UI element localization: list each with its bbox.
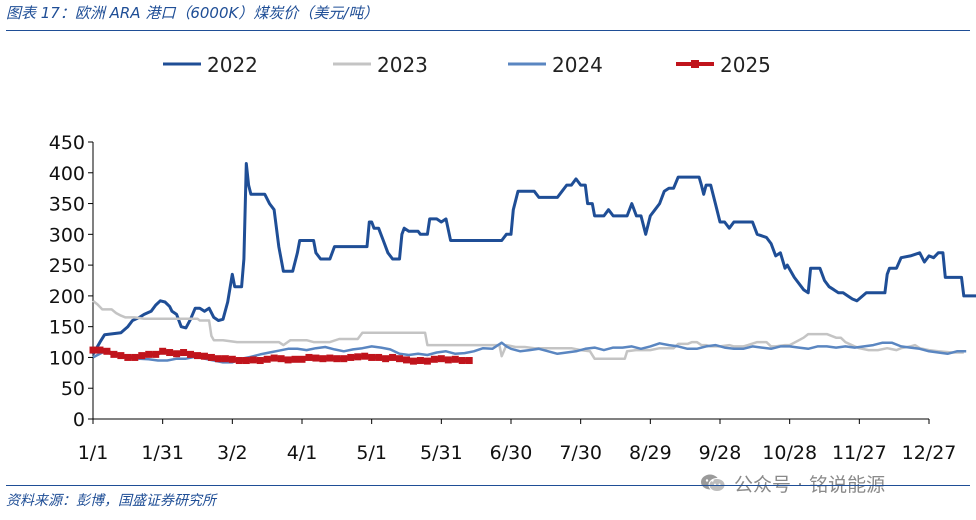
series-point-2025 [298, 355, 306, 363]
x-tick-label: 6/30 [490, 442, 533, 464]
series-line-2022 [91, 162, 976, 356]
x-tick-label: 1/1 [78, 442, 109, 464]
x-tick-label: 8/29 [629, 442, 672, 464]
series-point-2025 [284, 356, 292, 364]
y-axis: 0 50 100 150 200 250 300 350 400 450 [49, 132, 94, 431]
x-tick-label: 7/30 [559, 442, 602, 464]
series-point-2025 [159, 347, 167, 355]
series-point-2025 [444, 356, 452, 364]
series-point-2025 [305, 353, 313, 361]
series-layer [89, 162, 976, 365]
series-point-2025 [96, 346, 104, 354]
x-tick-label: 4/1 [287, 442, 318, 464]
series-point-2025 [103, 347, 111, 355]
series-point-2025 [326, 354, 334, 362]
top-rule [6, 30, 970, 31]
bottom-rule [6, 485, 970, 486]
series-point-2025 [354, 353, 362, 361]
legend-label-2025: 2025 [720, 53, 771, 77]
x-tick-label: 5/31 [420, 442, 463, 464]
y-tick-label: 450 [49, 132, 85, 154]
series-point-2025 [333, 355, 341, 363]
y-tick-label: 300 [49, 224, 85, 246]
series-point-2025 [256, 357, 264, 365]
y-tick-label: 400 [49, 163, 85, 185]
series-point-2025 [263, 355, 271, 363]
series-point-2025 [319, 355, 327, 363]
series-point-2025 [403, 356, 410, 364]
series-point-2025 [416, 357, 424, 365]
series-point-2025 [187, 350, 195, 358]
series-point-2025 [396, 355, 404, 363]
y-tick-label: 50 [61, 378, 85, 400]
wechat-icon [701, 474, 726, 492]
series-point-2025 [207, 353, 215, 361]
series-point-2025 [124, 353, 132, 361]
legend-marker-2025 [691, 60, 699, 68]
series-point-2025 [340, 355, 348, 363]
source-note: 资料来源：彭博，国盛证券研究所 [6, 493, 216, 509]
series-point-2025 [409, 357, 417, 365]
x-tick-label: 11/27 [832, 442, 887, 464]
y-tick-label: 150 [49, 317, 85, 339]
series-point-2025 [361, 352, 369, 360]
legend: 2022 2023 2024 2025 [163, 53, 771, 77]
series-point-2025 [89, 346, 97, 354]
watermark: 公众号 · 铭说能源 [700, 468, 885, 498]
series-point-2025 [249, 356, 257, 364]
series-point-2025 [451, 355, 459, 363]
legend-label-2024: 2024 [552, 53, 603, 77]
series-point-2025 [382, 355, 390, 363]
x-tick-label: 5/1 [356, 442, 387, 464]
series-point-2025 [347, 353, 355, 361]
series-point-2025 [312, 354, 320, 362]
series-point-2025 [200, 352, 208, 360]
legend-label-2023: 2023 [377, 53, 428, 77]
series-point-2025 [277, 355, 285, 363]
series-point-2025 [389, 353, 397, 361]
series-point-2025 [242, 357, 250, 365]
series-point-2025 [423, 357, 431, 365]
series-point-2025 [117, 352, 125, 360]
series-point-2025 [131, 353, 139, 361]
series-point-2025 [228, 355, 236, 363]
series-point-2025 [221, 355, 229, 363]
y-tick-label: 250 [49, 255, 85, 277]
chart-title: 图表 17：欧洲 ARA 港口（6000K）煤炭价（美元/吨） [6, 4, 379, 22]
series-point-2025 [375, 353, 383, 361]
x-tick-label: 3/2 [217, 442, 248, 464]
y-tick-label: 0 [73, 409, 85, 431]
series-point-2025 [180, 349, 188, 357]
series-point-2025 [291, 355, 299, 363]
series-point-2025 [437, 355, 445, 363]
series-point-2025 [430, 355, 438, 363]
series-point-2025 [194, 352, 201, 360]
legend-label-2022: 2022 [207, 53, 258, 77]
series-point-2025 [368, 353, 376, 361]
series-point-2025 [173, 350, 181, 358]
series-point-2025 [138, 352, 146, 360]
y-tick-label: 350 [49, 194, 85, 216]
series-point-2025 [110, 350, 118, 358]
y-tick-label: 200 [49, 286, 85, 308]
series-point-2025 [214, 355, 222, 363]
x-tick-label: 1/31 [141, 442, 184, 464]
x-tick-label: 9/28 [699, 442, 742, 464]
series-point-2025 [152, 350, 160, 358]
series-point-2025 [465, 357, 473, 365]
x-axis: 1/1 1/31 3/2 4/1 5/1 5/31 6/30 7/30 8/29 9/28 10/2… [78, 418, 957, 464]
x-tick-label: 12/27 [902, 442, 957, 464]
series-point-2025 [166, 349, 174, 357]
x-tick-label: 10/28 [762, 442, 817, 464]
series-point-2025 [270, 354, 278, 362]
series-point-2025 [145, 350, 153, 358]
watermark-text: 公众号 · 铭说能源 [734, 473, 886, 496]
series-line-2023 [92, 299, 964, 360]
series-point-2025 [235, 357, 243, 365]
y-tick-label: 100 [49, 347, 85, 369]
series-point-2025 [458, 357, 466, 365]
